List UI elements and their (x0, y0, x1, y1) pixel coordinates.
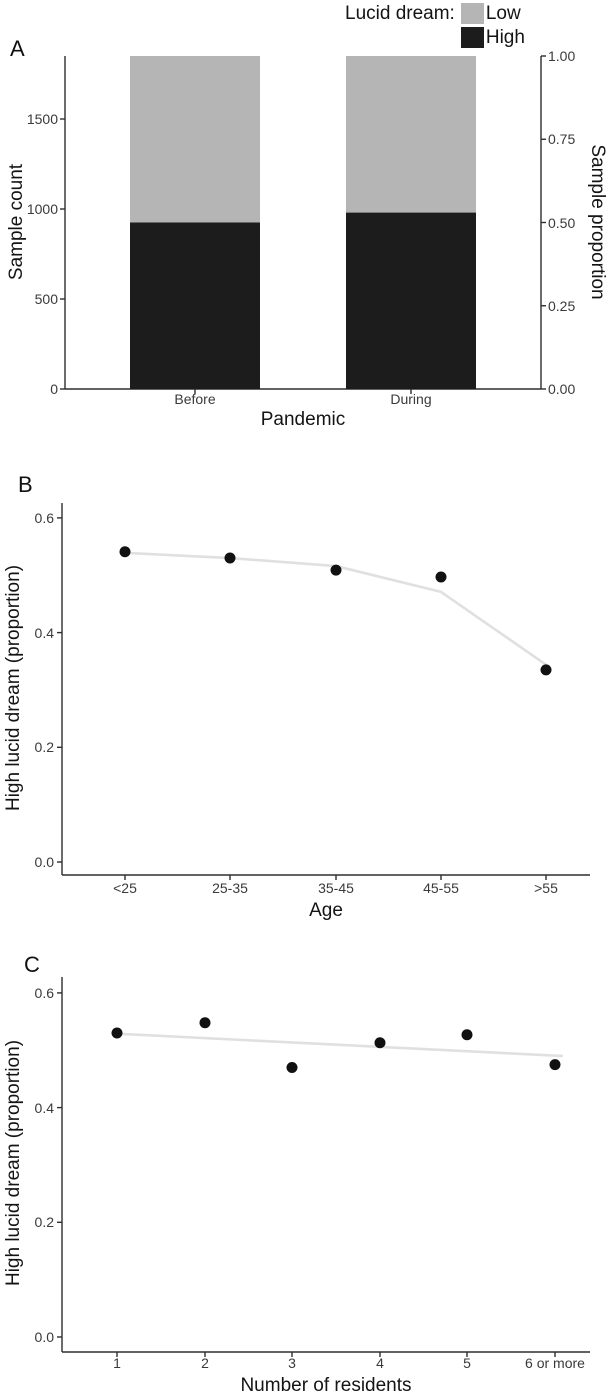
panel-c-trend-line (113, 1032, 564, 1058)
panel-a-x-axis-title: Pandemic (260, 409, 346, 430)
panel-b-point-<25 (119, 546, 131, 558)
panel-c-y-axis-title: High lucid dream (proportion) (3, 1039, 24, 1287)
panel-c-x-tick-label: 4 (376, 1355, 384, 1371)
legend-item-high-label: High (485, 26, 525, 48)
panel-a-right-tick-label: 0.25 (548, 297, 576, 314)
panel-c-point-1 (111, 1027, 123, 1039)
bar-during-high (346, 212, 476, 389)
panel-c-x-tick-label: 2 (201, 1355, 209, 1371)
panel-c-point-2 (199, 1017, 211, 1029)
panel-b-x-tick-label: 25-35 (212, 880, 248, 896)
panel-c-x-tick-label: 3 (288, 1355, 296, 1371)
panel-a-left-tick-label: 0 (50, 381, 58, 397)
panel-c-y-tick-label: 0.4 (34, 1099, 54, 1116)
legend-swatch-high-icon (460, 27, 484, 48)
legend-item-low: Low (460, 2, 525, 25)
panel-a-right-tick-label: 0.00 (548, 381, 576, 397)
panel-a-x-tick-label: During (390, 391, 432, 407)
panel-c-point-6 or more (549, 1059, 561, 1071)
panel-c-x-tick-label: 6 or more (525, 1355, 585, 1371)
panel-c-x-tick-label: 5 (463, 1355, 471, 1371)
panel-b-x-axis-title: Age (309, 900, 343, 921)
panel-b-y-tick-label: 0.6 (34, 509, 54, 526)
bar-before-low (130, 56, 260, 223)
panel-c-point-3 (286, 1061, 298, 1073)
panel-b-y-tick-label: 0.2 (34, 739, 54, 756)
panel-b-point->55 (540, 664, 552, 676)
legend-item-high: High (460, 26, 525, 49)
panel-b-point-25-35 (224, 552, 236, 564)
panel-c-letter: C (24, 952, 40, 977)
panel-b-y-tick-label: 0.0 (34, 854, 54, 870)
panel-b-x-tick-label: >55 (534, 880, 558, 896)
panel-c-y-tick-label: 0.0 (34, 1329, 54, 1345)
panel-b-x-tick-label: 45-55 (423, 880, 459, 896)
panel-a-left-axis-title: Sample count (6, 163, 27, 281)
legend-items: Low High (460, 2, 525, 49)
panel-b-x-tick-label: <25 (113, 880, 137, 896)
panel-a-letter: A (10, 36, 25, 61)
panel-a-right-tick-label: 0.50 (548, 214, 576, 231)
panel-c-point-5 (461, 1029, 473, 1041)
panel-b-y-tick-label: 0.4 (34, 624, 54, 641)
panel-b-letter: B (18, 472, 33, 497)
panel-c-y-tick-label: 0.6 (34, 984, 54, 1001)
panel-c-x-axis-title: Number of residents (240, 1375, 412, 1396)
panel-a-left-tick-label: 1000 (26, 201, 58, 217)
legend-swatch-low-icon (460, 3, 484, 24)
legend-item-low-label: Low (485, 2, 521, 24)
legend: Lucid dream: Low High (345, 2, 525, 49)
panel-b-point-35-45 (330, 564, 342, 576)
panel-a-x-tick-label: Before (174, 391, 216, 407)
panel-b-point-45-55 (435, 571, 447, 583)
bar-during-low (346, 56, 476, 213)
panel-a-right-tick-label: 0.75 (548, 131, 576, 148)
panel-b-x-tick-label: 35-45 (318, 880, 354, 896)
panel-b-y-axis-title: High lucid dream (proportion) (3, 564, 24, 812)
panel-c-y-tick-label: 0.2 (34, 1214, 54, 1231)
panel-c-point-4 (374, 1037, 386, 1049)
bar-before-high (130, 222, 260, 389)
panel-a-right-tick-label: 1.00 (548, 48, 576, 64)
panel-a-left-tick-label: 1500 (26, 111, 58, 127)
panel-a-left-tick-label: 500 (34, 291, 58, 307)
legend-title: Lucid dream: (345, 3, 455, 24)
panel-c-x-tick-label: 1 (113, 1355, 121, 1371)
